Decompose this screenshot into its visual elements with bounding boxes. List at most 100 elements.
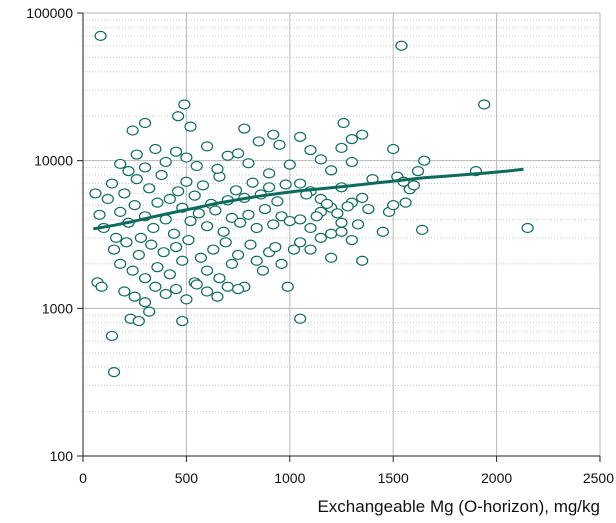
data-point: [200, 265, 214, 276]
data-point: [310, 211, 323, 222]
data-point: [147, 222, 160, 234]
y-tick-label: 100000: [26, 5, 73, 21]
data-point: [252, 136, 265, 147]
data-point: [279, 179, 292, 190]
data-point: [304, 144, 317, 156]
data-point: [294, 237, 307, 248]
data-point: [114, 206, 127, 217]
data-point: [122, 165, 135, 177]
data-point: [269, 241, 282, 253]
data-point: [200, 221, 214, 232]
data-point: [337, 117, 350, 129]
data-point: [238, 123, 251, 134]
data-point: [314, 154, 327, 165]
data-point: [190, 279, 203, 290]
data-point: [169, 146, 183, 157]
data-point: [335, 226, 348, 237]
data-point: [335, 217, 348, 228]
data-point: [143, 183, 156, 194]
trend-line-group: [93, 167, 524, 231]
data-point: [105, 330, 119, 342]
data-point: [294, 313, 307, 324]
data-point: [232, 148, 245, 159]
data-point: [294, 214, 307, 225]
y-tick-label: 1000: [42, 300, 73, 316]
data-point: [416, 224, 429, 235]
data-point: [304, 222, 317, 234]
data-point: [200, 141, 214, 152]
data-point: [281, 281, 294, 292]
data-point: [172, 186, 185, 197]
data-point: [176, 255, 189, 266]
data-point: [387, 200, 400, 211]
data-point: [167, 228, 181, 239]
data-point: [169, 283, 183, 295]
data-point: [134, 232, 148, 243]
data-point: [356, 129, 369, 140]
data-point: [151, 197, 164, 208]
data-point: [242, 209, 255, 220]
data-point: [109, 232, 123, 243]
data-point: [128, 200, 141, 211]
data-point: [267, 219, 280, 230]
data-point: [399, 197, 412, 208]
data-point: [176, 315, 189, 327]
trend-line: [93, 167, 524, 231]
data-point: [118, 188, 131, 199]
data-point: [387, 143, 400, 155]
data-point: [105, 178, 119, 189]
data-point: [320, 198, 334, 209]
data-point: [356, 255, 369, 266]
data-point: [521, 222, 534, 234]
data-point: [169, 241, 183, 253]
data-point: [118, 286, 131, 297]
data-point: [283, 159, 296, 170]
data-point: [207, 244, 220, 255]
data-point: [221, 281, 234, 292]
data-point: [244, 239, 257, 250]
axes: [77, 12, 601, 462]
data-point: [407, 180, 420, 191]
data-point: [114, 158, 127, 170]
data-point: [271, 196, 284, 207]
data-point: [138, 117, 152, 129]
data-point: [234, 217, 247, 228]
data-point: [351, 219, 365, 230]
data-point: [250, 222, 263, 234]
data-point: [345, 234, 358, 246]
data-point: [184, 121, 197, 132]
data-point: [478, 99, 491, 110]
data-point: [294, 178, 307, 189]
data-point: [190, 160, 203, 172]
x-tick-label: 1500: [378, 470, 409, 486]
data-point: [200, 286, 214, 297]
data-point: [128, 291, 141, 302]
data-point: [263, 168, 276, 179]
data-point: [138, 297, 152, 308]
data-point: [221, 150, 234, 161]
data-point: [341, 201, 354, 212]
data-point: [180, 176, 193, 187]
data-point: [325, 165, 338, 176]
data-point: [143, 306, 156, 317]
data-point: [172, 111, 185, 122]
data-point: [107, 244, 121, 255]
data-point: [211, 163, 224, 174]
data-point: [163, 269, 176, 280]
data-point: [335, 142, 348, 154]
x-tick-label: 500: [175, 470, 199, 486]
x-axis-title: Exchangeable Mg (O-horizon), mg/kg: [317, 497, 600, 516]
data-point: [138, 162, 152, 173]
data-point: [258, 203, 272, 215]
data-point: [232, 283, 245, 295]
data-point: [232, 249, 245, 261]
data-point: [395, 40, 408, 51]
data-point: [217, 226, 230, 237]
data-points: [89, 30, 534, 378]
data-point: [138, 273, 152, 284]
data-point: [145, 239, 158, 250]
data-point: [196, 180, 210, 191]
data-point: [356, 192, 369, 203]
data-point: [275, 211, 288, 222]
data-point: [126, 265, 139, 276]
